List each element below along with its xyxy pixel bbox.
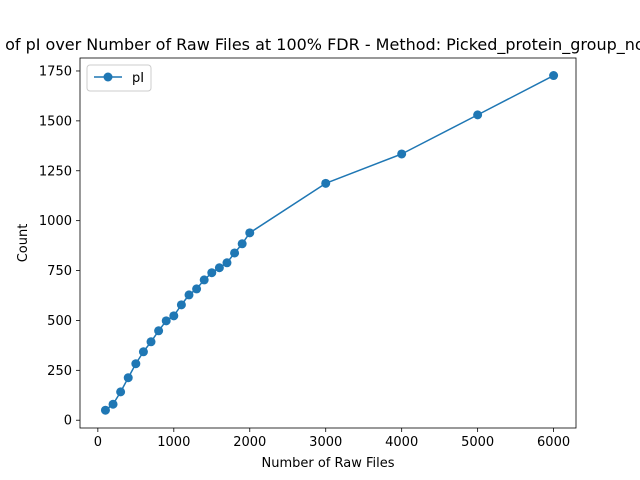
x-tick-label: 0 bbox=[94, 435, 102, 450]
data-point bbox=[245, 228, 254, 237]
chart-title: Number of pI over Number of Raw Files at… bbox=[0, 35, 640, 55]
legend: pI bbox=[87, 65, 151, 91]
data-point bbox=[222, 258, 231, 267]
data-point bbox=[162, 316, 171, 325]
x-tick-label: 2000 bbox=[233, 435, 266, 450]
data-point bbox=[192, 284, 201, 293]
data-point bbox=[184, 290, 193, 299]
data-point bbox=[549, 71, 558, 80]
x-tick-label: 3000 bbox=[309, 435, 342, 450]
data-point bbox=[169, 311, 178, 320]
data-point bbox=[207, 268, 216, 277]
data-point bbox=[139, 347, 148, 356]
x-tick-label: 6000 bbox=[537, 435, 570, 450]
y-tick-label: 500 bbox=[47, 314, 72, 329]
y-tick-label: 250 bbox=[47, 364, 72, 379]
data-point bbox=[321, 179, 330, 188]
x-tick-label: 4000 bbox=[385, 435, 418, 450]
data-point bbox=[101, 406, 110, 415]
x-tick-label: 5000 bbox=[461, 435, 494, 450]
data-point bbox=[154, 326, 163, 335]
data-point bbox=[215, 263, 224, 272]
data-point bbox=[147, 337, 156, 346]
legend-marker-pi bbox=[104, 73, 113, 82]
data-point bbox=[109, 400, 118, 409]
y-tick-label: 1750 bbox=[39, 64, 72, 79]
y-tick-label: 750 bbox=[47, 264, 72, 279]
legend-label-pi: pI bbox=[132, 71, 144, 86]
x-axis-label: Number of Raw Files bbox=[261, 456, 394, 471]
y-tick-label: 1250 bbox=[39, 164, 72, 179]
x-tick-label: 1000 bbox=[157, 435, 190, 450]
y-tick-label: 1500 bbox=[39, 114, 72, 129]
data-point bbox=[177, 300, 186, 309]
data-point bbox=[238, 239, 247, 248]
y-axis-label: Count bbox=[16, 224, 31, 263]
y-tick-label: 1000 bbox=[39, 214, 72, 229]
data-point bbox=[124, 373, 133, 382]
data-point bbox=[131, 359, 140, 368]
y-tick-label: 0 bbox=[64, 414, 72, 429]
data-point bbox=[397, 149, 406, 158]
data-point bbox=[473, 110, 482, 119]
data-point bbox=[116, 387, 125, 396]
data-point bbox=[230, 248, 239, 257]
data-point bbox=[200, 275, 209, 284]
